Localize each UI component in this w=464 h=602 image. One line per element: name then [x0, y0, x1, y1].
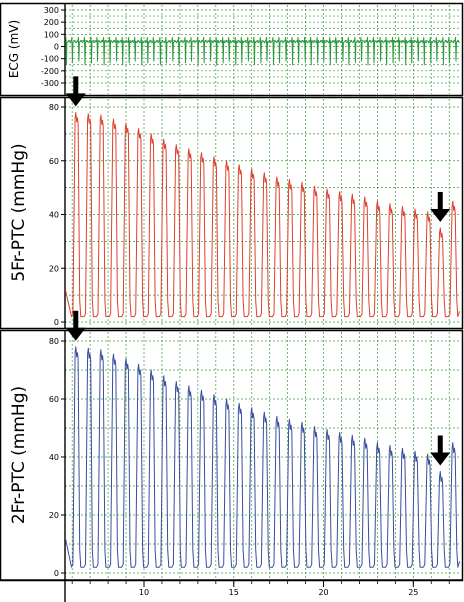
y-tick-label: 80 — [49, 103, 59, 112]
y-tick-label: 60 — [49, 395, 59, 404]
x-tick-label: 20 — [318, 588, 328, 597]
series-line — [64, 346, 461, 568]
5fr-ptc-panel: 80 60 40 20 0 5Fr-PTC (mmHg) — [0, 76, 464, 330]
y-tick-label: 0 — [54, 318, 59, 327]
x-tick-label: 15 — [229, 588, 239, 597]
y-tick-label: -200 — [41, 67, 59, 76]
x-tick-label: 25 — [408, 588, 418, 597]
x-axis: 10 15 20 25 — [0, 579, 463, 602]
y-tick-label: -100 — [41, 55, 59, 64]
y-tick-label: 20 — [49, 264, 59, 273]
y-tick-label: 0 — [54, 43, 59, 52]
y-axis-label: 2Fr-PTC (mmHg) — [9, 386, 29, 524]
y-tick-label: 100 — [44, 30, 59, 39]
y-tick-label: 40 — [49, 453, 59, 462]
annotation-arrow-head — [430, 208, 451, 222]
ecg-panel: 300 200 100 0 -100 -200 -300 ECG (mV) — [0, 2, 464, 97]
y-tick-label: -300 — [41, 79, 59, 88]
annotation-arrow-head — [65, 327, 86, 341]
annotation-arrow-head — [430, 452, 451, 466]
series-line — [64, 111, 461, 318]
y-tick-label: 0 — [54, 569, 59, 578]
y-tick-label: 20 — [49, 511, 59, 520]
y-tick-label: 80 — [49, 337, 59, 346]
y-tick-label: 200 — [44, 18, 59, 27]
panel-frame — [0, 96, 464, 330]
2fr-ptc-panel: 80 60 40 20 0 2Fr-PTC (mmHg) — [0, 310, 464, 582]
y-tick-label: 40 — [49, 211, 59, 220]
y-axis-label: ECG (mV) — [7, 20, 21, 78]
panel-frame — [0, 329, 464, 582]
y-tick-label: 300 — [44, 6, 59, 15]
y-axis-label: 5Fr-PTC (mmHg) — [9, 143, 29, 281]
annotation-arrow-head — [65, 93, 86, 107]
series-line — [65, 36, 460, 66]
y-tick-label: 60 — [49, 157, 59, 166]
x-tick-label: 10 — [139, 588, 149, 597]
